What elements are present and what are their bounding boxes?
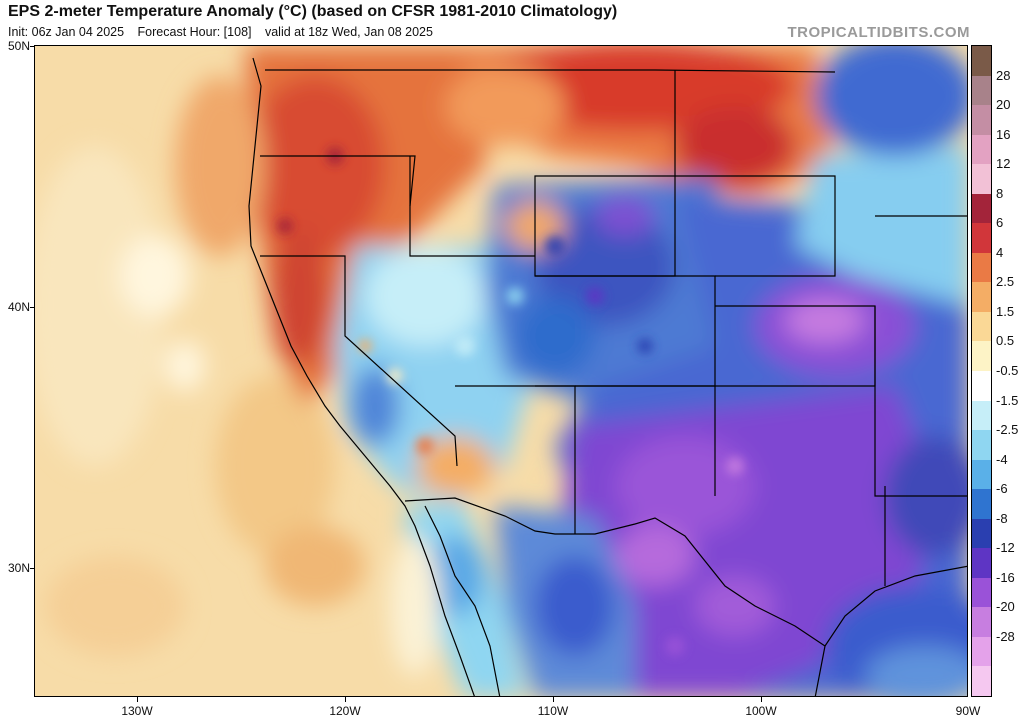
colorbar bbox=[971, 45, 992, 697]
colorbar-swatch bbox=[972, 164, 991, 195]
colorbar-swatch bbox=[972, 105, 991, 136]
colorbar-label: 8 bbox=[996, 185, 1004, 201]
colorbar-label: -20 bbox=[996, 599, 1015, 615]
colorbar-swatch bbox=[972, 459, 991, 490]
map-title: EPS 2-meter Temperature Anomaly (°C) (ba… bbox=[8, 3, 618, 20]
lat-tick bbox=[30, 307, 34, 308]
west-coastline bbox=[248, 57, 475, 696]
lat-label-40n: 40N bbox=[7, 300, 30, 314]
lat-tick bbox=[30, 568, 34, 569]
colorbar-label: -28 bbox=[996, 628, 1015, 644]
forecast-hour: Forecast Hour: [108] bbox=[137, 25, 252, 39]
colorbar-swatch bbox=[972, 518, 991, 549]
colorbar-label: 1.5 bbox=[996, 303, 1015, 319]
map-svg bbox=[35, 46, 967, 696]
colorbar-swatch bbox=[972, 341, 991, 372]
init-time: Init: 06z Jan 04 2025 bbox=[8, 25, 125, 39]
colorbar-swatch bbox=[972, 577, 991, 608]
lon-tick bbox=[137, 697, 138, 702]
colorbar-label: 6 bbox=[996, 215, 1004, 231]
colorbar-swatch bbox=[972, 311, 991, 342]
colorbar-label: 16 bbox=[996, 126, 1011, 142]
colorbar-label: -8 bbox=[996, 510, 1008, 526]
mexico-border bbox=[404, 497, 826, 696]
lat-tick bbox=[30, 46, 34, 47]
colorbar-label: 12 bbox=[996, 156, 1011, 172]
colorbar-label: -16 bbox=[996, 569, 1015, 585]
colorbar-label: -6 bbox=[996, 481, 1008, 497]
colorbar-swatch bbox=[972, 400, 991, 431]
colorbar-swatch bbox=[972, 548, 991, 579]
colorbar-label: -0.5 bbox=[996, 363, 1019, 378]
oregon-border bbox=[260, 155, 416, 207]
colorbar-swatch bbox=[972, 46, 991, 76]
lon-tick bbox=[553, 697, 554, 702]
watermark: TROPICALTIDBITS.COM bbox=[787, 24, 970, 41]
map-subtitle: Init: 06z Jan 04 2025 Forecast Hour: [10… bbox=[8, 25, 443, 39]
colorbar-swatch bbox=[972, 430, 991, 461]
missouri-arkansas bbox=[874, 306, 967, 497]
colorbar-swatch bbox=[972, 607, 991, 638]
anomaly-map bbox=[34, 45, 968, 697]
colorbar-label: -2.5 bbox=[996, 422, 1019, 438]
colorbar-swatch bbox=[972, 223, 991, 254]
lat-label-50n: 50N bbox=[7, 39, 30, 53]
lon-label-130w: 130W bbox=[121, 704, 153, 718]
colorbar-swatch bbox=[972, 371, 991, 401]
lon-tick bbox=[345, 697, 346, 702]
colorbar-swatch bbox=[972, 134, 991, 165]
lon-label-120w: 120W bbox=[329, 704, 361, 718]
california-nevada-border bbox=[260, 255, 458, 467]
gulf-coast bbox=[824, 565, 967, 647]
colorbar-label: 20 bbox=[996, 97, 1011, 113]
boundaries bbox=[248, 57, 967, 696]
colorbar-swatch bbox=[972, 636, 991, 667]
colorbar-label: -12 bbox=[996, 540, 1015, 556]
colorbar-label: 0.5 bbox=[996, 333, 1015, 349]
valid-time: valid at 18z Wed, Jan 08 2025 bbox=[264, 25, 433, 39]
colorbar-label: 2.5 bbox=[996, 274, 1015, 290]
idaho-border bbox=[409, 156, 535, 257]
anomaly-field bbox=[35, 46, 967, 696]
lon-tick bbox=[761, 697, 762, 702]
colorbar-label: -1.5 bbox=[996, 392, 1019, 408]
lon-label-100w: 100W bbox=[745, 704, 777, 718]
colorbar-swatch bbox=[972, 489, 991, 520]
canada-border bbox=[265, 69, 836, 73]
colorbar-swatch bbox=[972, 75, 991, 106]
lon-label-90w: 90W bbox=[955, 704, 981, 718]
lon-label-110w: 110W bbox=[537, 704, 569, 718]
colorbar-swatch bbox=[972, 666, 991, 697]
colorbar-swatch bbox=[972, 282, 991, 313]
colorbar-swatch bbox=[972, 193, 991, 224]
colorbar-label: 4 bbox=[996, 244, 1004, 260]
colorbar-label: -4 bbox=[996, 451, 1008, 467]
anomaly-detail bbox=[277, 147, 744, 656]
colorbar-label: 28 bbox=[996, 67, 1011, 83]
gulf-of-california bbox=[424, 505, 501, 696]
lat-label-30n: 30N bbox=[7, 561, 30, 575]
colorbar-swatch bbox=[972, 252, 991, 283]
dakotas bbox=[675, 175, 836, 277]
